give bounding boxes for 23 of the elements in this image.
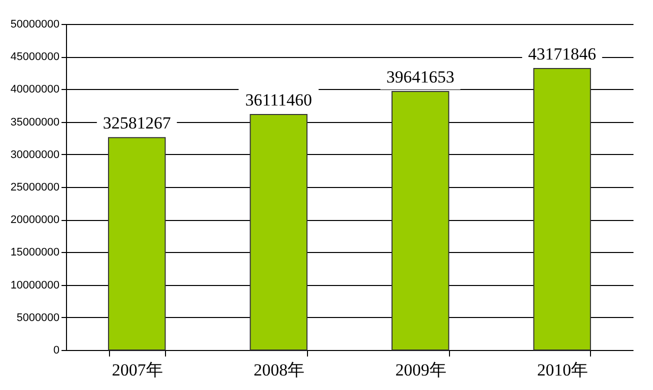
y-tick-label: 15000000 [10, 246, 60, 259]
data-label: 32581267 [102, 114, 172, 133]
bar [533, 68, 591, 350]
x-tick-label: 2007年 [112, 360, 163, 380]
y-tick-label: 45000000 [10, 51, 60, 64]
y-tick-label: 10000000 [10, 279, 60, 292]
data-label: 43171846 [528, 44, 596, 64]
y-tick-label: 25000000 [10, 182, 60, 194]
x-tick-label: 2009年 [395, 360, 446, 380]
y-tick-label: 5000000 [16, 312, 60, 324]
bar [108, 137, 166, 350]
x-tick-label: 2008年 [254, 360, 305, 380]
y-tick-label: 20000000 [10, 214, 60, 226]
y-tick-label: 35000000 [10, 116, 60, 128]
y-tick-label: 40000000 [10, 84, 60, 96]
bar [392, 91, 450, 350]
x-tick-label: 2010年 [537, 360, 588, 380]
y-tick-label: 50000000 [10, 18, 60, 30]
data-label: 36111460 [245, 90, 312, 110]
data-label: 39641653 [386, 68, 454, 87]
bar [250, 114, 308, 350]
y-tick-label: 30000000 [10, 148, 60, 161]
y-tick-label: 0 [53, 344, 60, 356]
